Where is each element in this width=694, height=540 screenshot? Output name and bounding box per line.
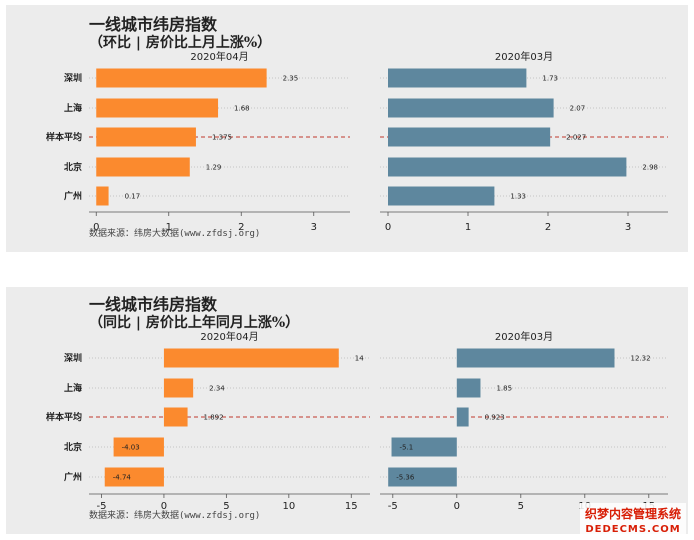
bar [163,348,339,368]
x-tick-label: 0 [161,501,167,512]
bar [163,407,188,427]
data-label: 1.73 [542,75,558,83]
panel-title: 2020年03月 [495,50,553,63]
panel-title: 2020年04月 [200,330,258,343]
bar [388,467,457,487]
x-tick-label: 1 [465,222,471,233]
bar [96,98,219,118]
x-tick-label: 5 [223,501,229,512]
x-tick-label: 0 [385,222,391,233]
bar [456,407,469,427]
data-label: 1.375 [212,134,232,142]
category-label: 样本平均 [46,131,82,143]
chart-subtitle: （环比 | 房价比上月上涨%） [89,34,271,51]
data-label: -5.36 [396,474,415,482]
bar [96,186,109,206]
bar [104,467,164,487]
category-label: 上海 [64,382,82,394]
x-tick-label: 1 [166,222,172,233]
bar [388,186,495,206]
category-label: 广州 [64,190,82,202]
data-label: 0.17 [125,193,141,201]
chart-source: 数据来源：纬房大数据(www.zfdsj.org) [89,509,260,521]
bar [96,127,196,147]
x-tick-label: 3 [625,222,631,233]
data-label: -5.1 [400,444,414,452]
bar [456,348,615,368]
x-tick-label: 2 [238,222,244,233]
watermark-background [580,503,686,537]
data-label: 1.33 [510,193,526,201]
data-label: 2.07 [570,105,586,113]
data-label: 0.923 [485,414,505,422]
x-tick-label: -5 [388,501,398,512]
data-label: -4.74 [113,474,132,482]
bar [113,437,164,457]
x-tick-label: 15 [345,501,358,512]
data-label: 2.027 [566,134,586,142]
x-tick-label: 0 [454,501,460,512]
x-tick-label: 0 [93,222,99,233]
bar [388,127,551,147]
bar [163,378,194,398]
data-label: 2.34 [209,385,225,393]
watermark-logo: 织梦内容管理系统 DEDECMS.COM [580,503,686,537]
x-tick-label: 5 [518,501,524,512]
bar [456,378,481,398]
x-tick-label: 2 [545,222,551,233]
category-label: 广州 [64,471,82,483]
data-label: -4.03 [122,444,140,452]
bar [391,437,457,457]
panel-title: 2020年04月 [190,50,248,63]
chart-source: 数据来源：纬房大数据(www.zfdsj.org) [89,227,260,239]
bar [96,68,267,88]
bar [388,98,554,118]
bar [388,157,627,177]
data-label: 14 [355,355,364,363]
data-label: 1.29 [206,164,222,172]
x-tick-label: 3 [311,222,317,233]
category-label: 深圳 [64,72,82,84]
x-tick-label: 10 [282,501,295,512]
category-label: 上海 [64,102,82,114]
data-label: 1.892 [204,414,224,422]
data-label: 12.32 [630,355,650,363]
watermark-text: DEDECMS.COM [585,524,680,535]
bar [388,68,527,88]
data-label: 1.68 [234,105,250,113]
data-label: 2.98 [642,164,658,172]
bar [96,157,190,177]
chart-background [6,287,688,534]
category-label: 北京 [64,161,82,173]
watermark-text: 织梦内容管理系统 [585,506,681,521]
chart-ring-on-ring: 一线城市纬房指数 （环比 | 房价比上月上涨%） 数据来源：纬房大数据(www.… [6,5,688,252]
chart-title: 一线城市纬房指数 [89,15,218,34]
chart-title: 一线城市纬房指数 [89,295,218,314]
data-label: 1.85 [496,385,512,393]
panel-title: 2020年03月 [495,330,553,343]
x-tick-label: -5 [96,501,106,512]
category-label: 北京 [64,441,82,453]
category-label: 样本平均 [46,411,82,423]
category-label: 深圳 [64,352,82,364]
data-label: 2.35 [283,75,299,83]
chart-year-on-year: 一线城市纬房指数 （同比 | 房价比上年同月上涨%） 数据来源：纬房大数据(ww… [6,287,688,534]
chart-subtitle: （同比 | 房价比上年同月上涨%） [89,314,299,331]
